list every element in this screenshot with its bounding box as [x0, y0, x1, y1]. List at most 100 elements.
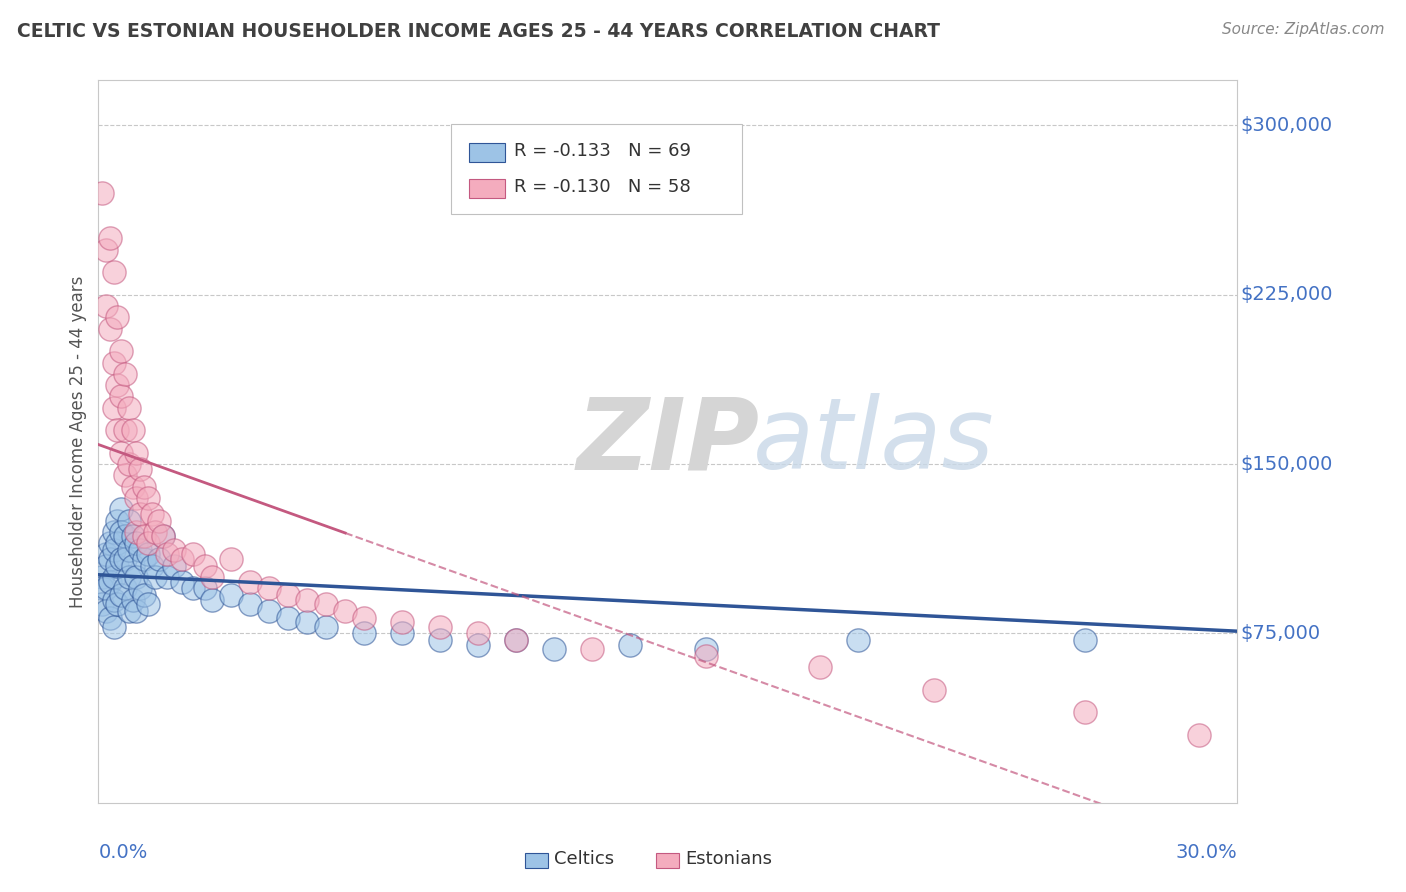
Point: [922, 682, 945, 697]
Point: [194, 582, 217, 596]
Point: [103, 620, 125, 634]
FancyBboxPatch shape: [526, 854, 548, 868]
Point: [98, 610, 121, 624]
Point: [91, 597, 114, 611]
Point: [125, 524, 148, 539]
Point: [107, 514, 129, 528]
Point: [170, 574, 193, 589]
Point: [170, 552, 193, 566]
Point: [259, 582, 281, 596]
Point: [118, 542, 141, 557]
Point: [581, 642, 603, 657]
Point: [118, 457, 141, 471]
Point: [141, 558, 163, 573]
Point: [107, 558, 129, 573]
Point: [125, 536, 148, 550]
Point: [121, 423, 143, 437]
Text: R = -0.133   N = 69: R = -0.133 N = 69: [515, 142, 692, 160]
Point: [259, 604, 281, 618]
Point: [156, 570, 179, 584]
Point: [98, 321, 121, 335]
Point: [391, 626, 413, 640]
Point: [1074, 633, 1097, 648]
Point: [125, 446, 148, 460]
Point: [125, 604, 148, 618]
Point: [129, 507, 152, 521]
Text: atlas: atlas: [754, 393, 995, 490]
Point: [118, 401, 141, 415]
Point: [118, 604, 141, 618]
Point: [103, 570, 125, 584]
Text: $150,000: $150,000: [1240, 455, 1333, 474]
Point: [695, 642, 717, 657]
Point: [103, 355, 125, 369]
Text: ZIP: ZIP: [576, 393, 759, 490]
Point: [183, 548, 205, 562]
Point: [91, 582, 114, 596]
Text: 30.0%: 30.0%: [1175, 843, 1237, 862]
Point: [114, 529, 136, 543]
Point: [110, 588, 132, 602]
Point: [152, 529, 174, 543]
Point: [114, 423, 136, 437]
Point: [110, 502, 132, 516]
Text: $300,000: $300,000: [1240, 116, 1333, 135]
Point: [103, 542, 125, 557]
Point: [148, 552, 170, 566]
Point: [163, 558, 186, 573]
FancyBboxPatch shape: [657, 854, 679, 868]
Point: [183, 582, 205, 596]
Point: [94, 243, 117, 257]
Point: [136, 491, 159, 505]
Point: [110, 389, 132, 403]
Point: [121, 558, 143, 573]
FancyBboxPatch shape: [468, 179, 505, 198]
Point: [141, 507, 163, 521]
Point: [132, 529, 155, 543]
Text: CELTIC VS ESTONIAN HOUSEHOLDER INCOME AGES 25 - 44 YEARS CORRELATION CHART: CELTIC VS ESTONIAN HOUSEHOLDER INCOME AG…: [17, 22, 939, 41]
Point: [98, 231, 121, 245]
Point: [132, 588, 155, 602]
Point: [239, 574, 262, 589]
Point: [467, 626, 489, 640]
Point: [136, 597, 159, 611]
Point: [118, 514, 141, 528]
Point: [695, 648, 717, 663]
Point: [145, 570, 167, 584]
Text: $75,000: $75,000: [1240, 624, 1320, 643]
Point: [98, 552, 121, 566]
Point: [353, 610, 375, 624]
Point: [148, 514, 170, 528]
Text: $225,000: $225,000: [1240, 285, 1333, 304]
Text: 0.0%: 0.0%: [98, 843, 148, 862]
Point: [121, 480, 143, 494]
Point: [543, 642, 565, 657]
Point: [429, 633, 451, 648]
Point: [91, 570, 114, 584]
Point: [103, 401, 125, 415]
Point: [114, 468, 136, 483]
Point: [110, 552, 132, 566]
Point: [94, 582, 117, 596]
Point: [315, 597, 337, 611]
Point: [103, 265, 125, 279]
Point: [103, 592, 125, 607]
Point: [391, 615, 413, 630]
Point: [125, 491, 148, 505]
Point: [94, 604, 117, 618]
Point: [808, 660, 831, 674]
Point: [91, 186, 114, 201]
Point: [277, 588, 299, 602]
Point: [114, 582, 136, 596]
Point: [107, 597, 129, 611]
Point: [335, 604, 357, 618]
FancyBboxPatch shape: [451, 124, 742, 214]
Point: [201, 592, 224, 607]
Point: [110, 446, 132, 460]
Text: Estonians: Estonians: [685, 850, 772, 868]
Point: [156, 548, 179, 562]
Point: [505, 633, 527, 648]
Text: Source: ZipAtlas.com: Source: ZipAtlas.com: [1222, 22, 1385, 37]
Point: [129, 582, 152, 596]
Point: [221, 588, 243, 602]
